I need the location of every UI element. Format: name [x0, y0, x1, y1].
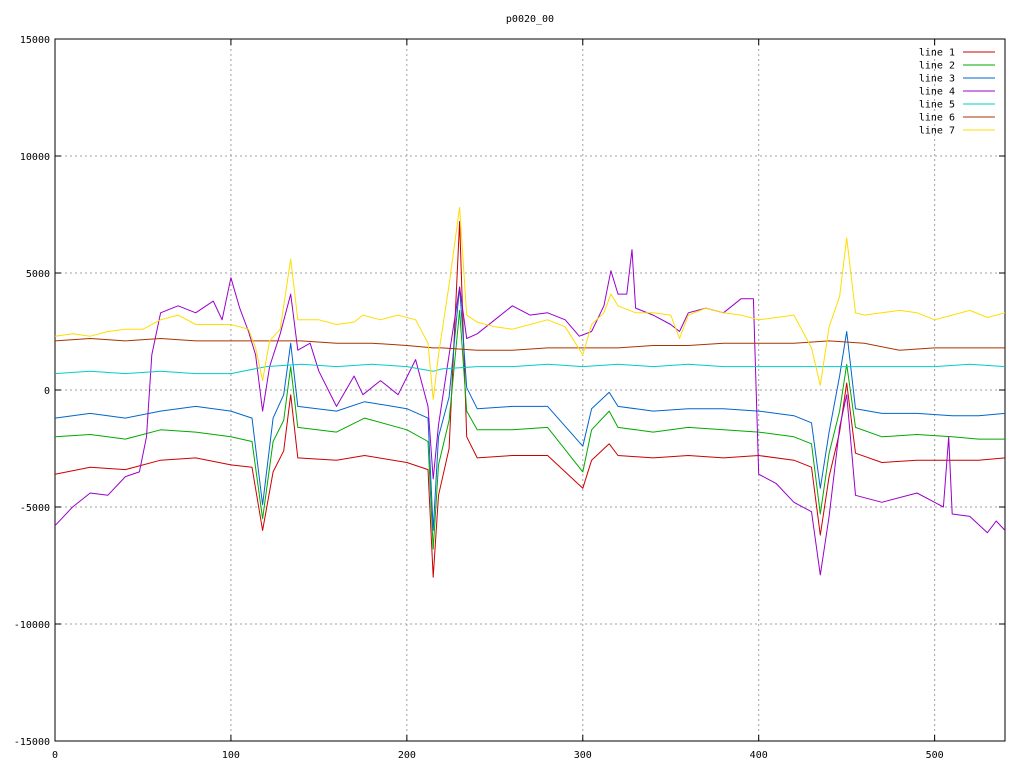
y-tick-label: -15000 [14, 737, 50, 748]
series-line-1 [54, 221, 1006, 578]
legend-label-4: line 4 [919, 87, 955, 98]
grid-lines [55, 39, 1005, 741]
series-line-3 [54, 286, 1006, 531]
series-line-7 [54, 207, 1006, 400]
legend-label-5: line 5 [919, 100, 955, 111]
series-line-5 [54, 363, 1006, 375]
axes: 0 100 200 300 400 500 -15000 -10000 -5000 0 5000 10… [14, 35, 1006, 761]
x-tick-label: 0 [52, 750, 58, 761]
legend-label-2: line 2 [919, 61, 955, 72]
y-tick-label: 5000 [26, 269, 50, 280]
y-tick-label: 15000 [20, 35, 50, 46]
series-line-4 [54, 249, 1006, 576]
x-tick-label: 100 [222, 750, 240, 761]
chart-title: p0020_00 [506, 14, 554, 25]
x-tick-label: 300 [574, 750, 592, 761]
x-tick-label: 400 [750, 750, 768, 761]
x-tick-label: 500 [926, 750, 944, 761]
legend-label-3: line 3 [919, 74, 955, 85]
y-tick-label: 0 [44, 386, 50, 397]
y-tick-label: -5000 [20, 503, 50, 514]
y-tick-label: 10000 [20, 152, 50, 163]
series-layer [54, 207, 1006, 578]
y-tick-label: -10000 [14, 620, 50, 631]
legend-label-6: line 6 [919, 113, 955, 124]
series-line-6 [54, 338, 1005, 351]
legend-label-7: line 7 [919, 126, 955, 137]
legend: line 1 line 2 line 3 line 4 line 5 line 6 line… [919, 48, 995, 137]
series-line-2 [54, 309, 1005, 550]
x-tick-label: 200 [398, 750, 416, 761]
legend-label-1: line 1 [919, 48, 955, 59]
